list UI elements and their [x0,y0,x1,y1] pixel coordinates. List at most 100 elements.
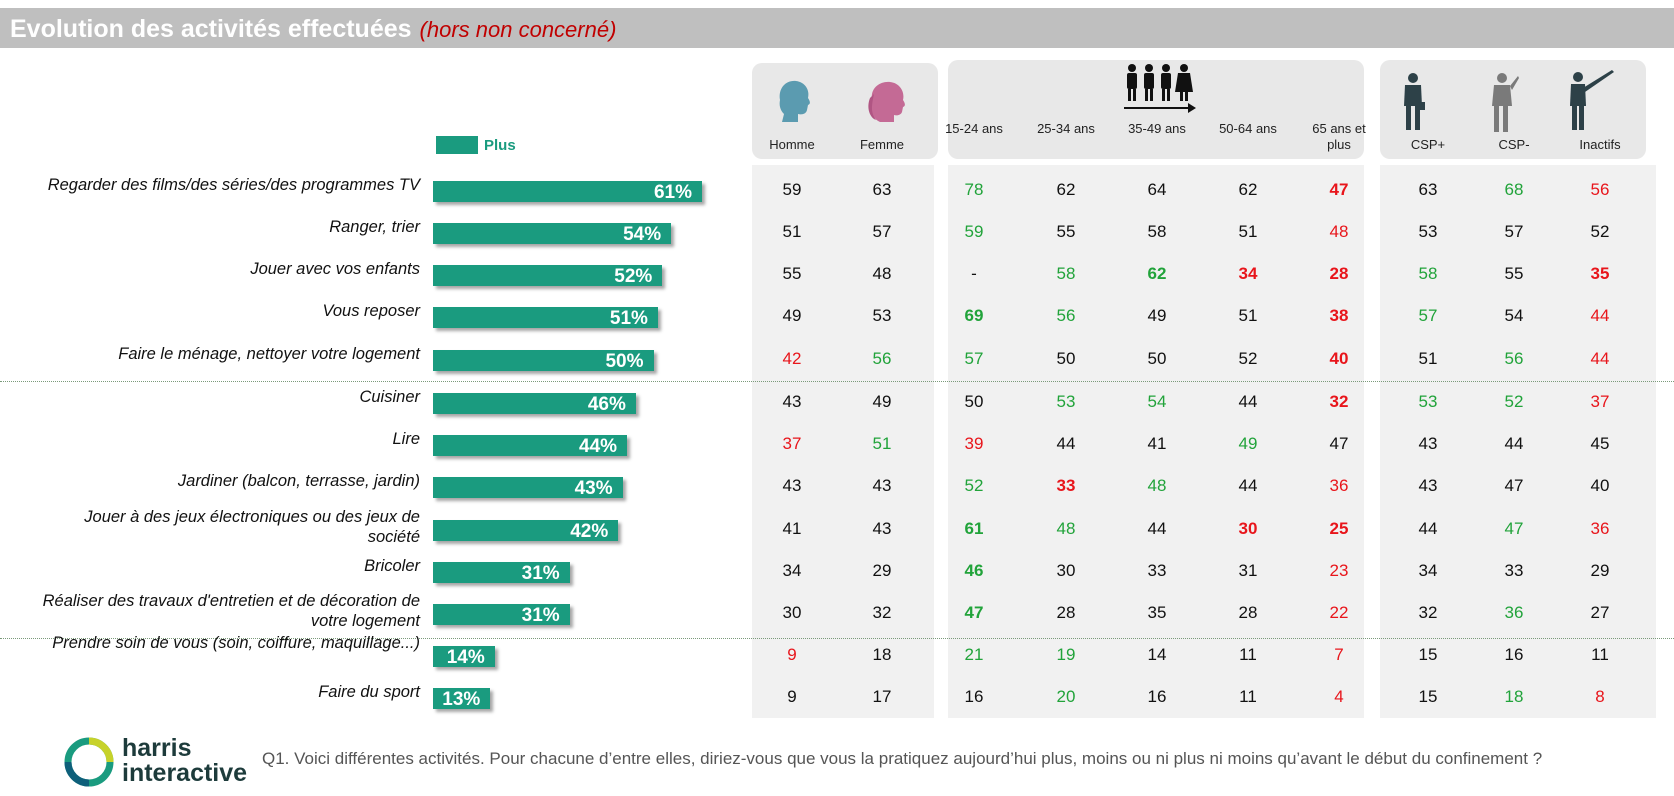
bar: 52% [433,265,663,287]
table-cell: 43 [1418,434,1438,453]
table-cell: 32 [1329,392,1349,411]
table-cell: 53 [1418,222,1438,241]
age-column-bg [948,165,1364,718]
table-cell: 28 [1238,603,1258,622]
table-cell: 51 [1238,222,1258,241]
table-cell: 51 [1238,306,1258,325]
column-header: CSP- [1498,137,1530,152]
column-header: 25-34 ans [1037,121,1095,136]
table-cell: 61 [964,519,984,538]
table-cell: 4 [1334,687,1344,706]
table-cell: 58 [1056,264,1076,283]
table-cell: 52 [1238,349,1258,368]
table-cell: 18 [1504,687,1524,706]
table-cell: 30 [1238,519,1258,538]
woman-head-icon [868,81,905,122]
table-cell: 54 [1147,392,1167,411]
table-cell: 44 [1238,476,1258,495]
table-cell: 44 [1590,306,1610,325]
bar-value-label: 44% [579,436,618,457]
table-cell: 29 [1590,561,1610,580]
title-text: Evolution des activités effectuées [10,15,412,43]
bar: 14% [433,646,495,668]
column-header: Inactifs [1579,137,1621,152]
table-cell: 30 [782,603,802,622]
table-cell: 49 [782,306,802,325]
bar-value-label: 13% [442,689,481,710]
table-cell: 11 [1591,645,1609,664]
bar-value-label: 31% [521,563,560,584]
table-cell: 47 [1329,180,1349,199]
table-cell: 16 [964,687,984,706]
table-cell: 43 [872,476,892,495]
table-cell: - [971,264,977,283]
bar: 31% [433,604,570,626]
table-cell: 47 [1504,519,1524,538]
inactive-person-icon [1570,70,1614,130]
table-cell: 49 [1147,306,1167,325]
table-cell: 41 [782,519,802,538]
table-cell: 47 [964,603,984,622]
table-cell: 32 [1418,603,1438,622]
table-cell: 42 [782,349,802,368]
table-cell: 35 [1147,603,1167,622]
table-cell: 53 [1418,392,1438,411]
table-cell: 41 [1147,434,1167,453]
table-cell: 16 [1504,645,1524,664]
table-cell: 31 [1238,561,1258,580]
category-label: Faire du sport [318,683,420,701]
table-cell: 9 [787,687,797,706]
bar-value-label: 46% [587,394,626,415]
table-cell: 36 [1590,519,1610,538]
table-cell: 52 [1590,222,1610,241]
table-cell: 21 [964,645,984,664]
table-cell: 19 [1056,645,1076,664]
table-cell: 28 [1329,264,1349,283]
table-cell: 57 [1504,222,1524,241]
table-cell: 16 [1147,687,1167,706]
table-cell: 57 [1418,306,1438,325]
table-cell: 28 [1056,603,1076,622]
table-cell: 23 [1329,561,1349,580]
csp-plus-businessman-icon [1404,73,1425,130]
bar-value-label: 54% [623,224,662,245]
bar: 43% [433,477,623,499]
table-cell: 48 [1329,222,1349,241]
table-cell: 34 [1238,264,1258,283]
table-cell: 56 [1590,180,1610,199]
table-cell: 17 [872,687,892,706]
table-cell: 44 [1056,434,1076,453]
table-cell: 56 [872,349,892,368]
table-cell: 49 [872,392,892,411]
table-cell: 57 [872,222,892,241]
table-cell: 48 [1056,519,1076,538]
table-cell: 58 [1147,222,1167,241]
table-cell: 52 [964,476,984,495]
column-header: 15-24 ans [945,121,1003,136]
table-cell: 62 [1056,180,1076,199]
table-cell: 39 [964,434,984,453]
table-cell: 53 [1056,392,1076,411]
table-cell: 64 [1147,180,1167,199]
logo-text-harris: harris [122,734,192,762]
table-cell: 59 [964,222,984,241]
table-cell: 34 [782,561,802,580]
table-cell: 43 [782,392,802,411]
table-cell: 51 [782,222,802,241]
table-cell: 56 [1504,349,1524,368]
bar-value-label: 42% [570,521,609,542]
category-label: Prendre soin de vous (soin, coiffure, ma… [52,634,420,652]
table-cell: 9 [787,645,797,664]
category-label: Faire le ménage, nettoyer votre logement [118,345,420,363]
table-cell: 47 [1329,434,1349,453]
age-group-people-icon [1124,64,1196,113]
group-separator [0,638,1674,639]
table-cell: 37 [1590,392,1610,411]
table-cell: 48 [1147,476,1167,495]
bar: 13% [433,688,491,710]
table-cell: 53 [872,306,892,325]
table-cell: 46 [964,561,984,580]
harris-logo-icon [64,737,114,787]
category-label: Réaliser des travaux d'entretien et de d… [42,592,420,630]
table-cell: 7 [1334,645,1344,664]
